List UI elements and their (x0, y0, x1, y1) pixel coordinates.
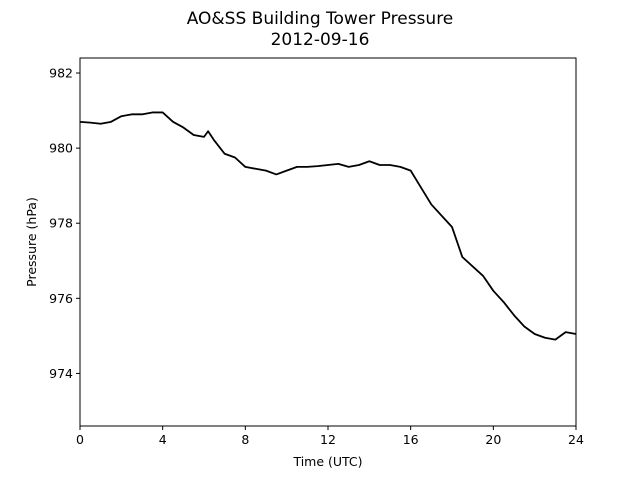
x-tick-label: 24 (568, 432, 584, 447)
x-tick-label: 12 (320, 432, 336, 447)
y-tick-label: 974 (49, 366, 73, 381)
x-tick-label: 0 (76, 432, 84, 447)
y-tick-label: 978 (49, 216, 73, 231)
x-tick-label: 4 (159, 432, 167, 447)
y-tick-label: 982 (49, 66, 73, 81)
y-axis-label: Pressure (hPa) (24, 197, 39, 287)
y-tick-label: 976 (49, 291, 73, 306)
chart-title: AO&SS Building Tower Pressure (187, 9, 454, 29)
x-tick-label: 16 (403, 432, 419, 447)
chart-subtitle: 2012-09-16 (271, 30, 370, 50)
x-tick-label: 20 (485, 432, 501, 447)
x-tick-label: 8 (241, 432, 249, 447)
y-tick-label: 980 (49, 141, 73, 156)
pressure-series-line (79, 111, 577, 341)
x-axis-label: Time (UTC) (292, 454, 362, 469)
